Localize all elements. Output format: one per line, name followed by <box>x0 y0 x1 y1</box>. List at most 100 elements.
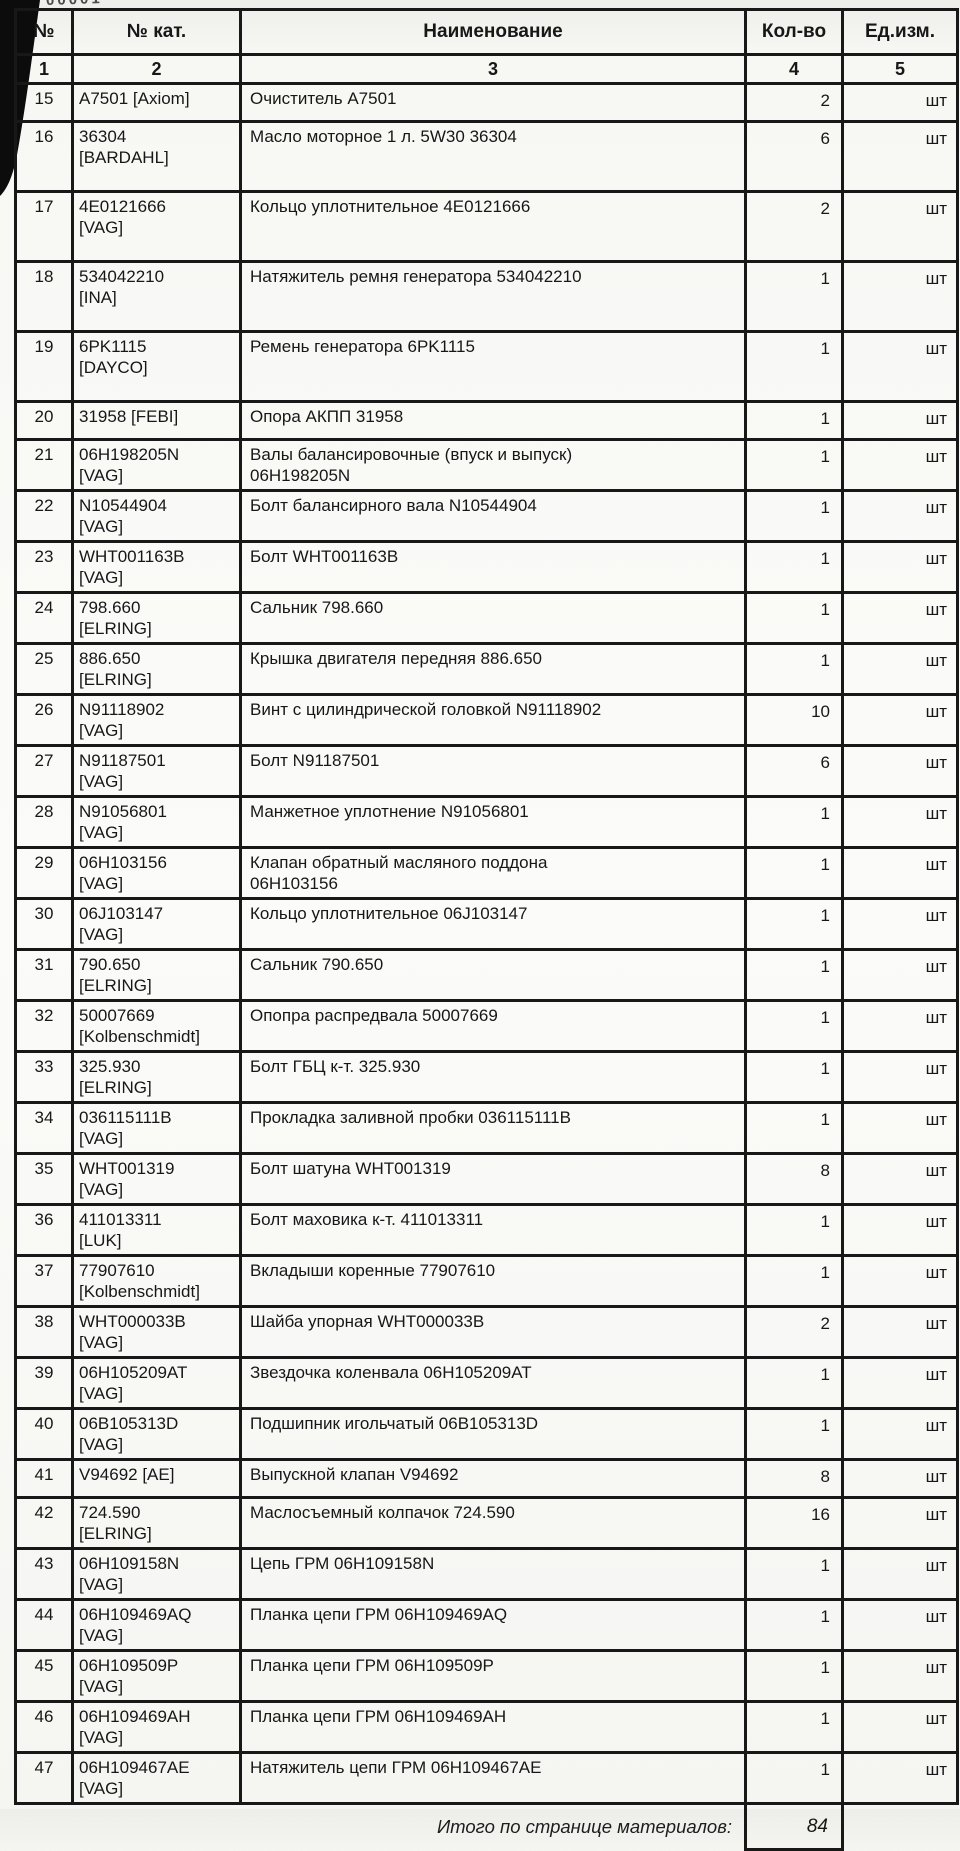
unit-cell: шт <box>841 1203 959 1257</box>
unit-cell: шт <box>841 1598 959 1652</box>
catalog-number-cell: 036115111B [VAG] <box>71 1101 242 1155</box>
row-number-cell: 44 <box>14 1598 74 1652</box>
part-name-cell: Винт с цилиндрической головкой N91118902 <box>239 693 747 747</box>
table-row: 35 WHT001319 [VAG] Болт шатуна WHT001319… <box>14 1152 959 1206</box>
catalog-number-cell: 06H109158N [VAG] <box>71 1547 242 1601</box>
table-row: 43 06H109158N [VAG] Цепь ГРМ 06H109158N … <box>14 1547 959 1601</box>
part-name-cell: Планка цепи ГРМ 06H109509P <box>239 1649 747 1703</box>
catalog-number-cell: 411013311 [LUK] <box>71 1203 242 1257</box>
row-number-cell: 34 <box>14 1101 74 1155</box>
part-name-cell: Шайба упорная WHT000033B <box>239 1305 747 1359</box>
quantity-cell: 6 <box>744 744 844 798</box>
row-number-cell: 16 <box>14 120 74 193</box>
row-number-cell: 28 <box>14 795 74 849</box>
part-name-cell: Болт балансирного вала N10544904 <box>239 489 747 543</box>
row-number-cell: 24 <box>14 591 74 645</box>
table-row: 31 790.650 [ELRING] Сальник 790.650 1 шт <box>14 948 959 1002</box>
unit-cell: шт <box>841 591 959 645</box>
quantity-cell: 1 <box>744 438 844 492</box>
unit-cell: шт <box>841 1356 959 1410</box>
table-row: 32 50007669 [Kolbenschmidt] Опопра распр… <box>14 999 959 1053</box>
table-row: 29 06H103156 [VAG] Клапан обратный масля… <box>14 846 959 900</box>
unit-cell: шт <box>841 1101 959 1155</box>
catalog-number-cell: 77907610 [Kolbenschmidt] <box>71 1254 242 1308</box>
unit-cell: шт <box>841 400 959 441</box>
part-name-cell: Сальник 790.650 <box>239 948 747 1002</box>
unit-cell: шт <box>841 693 959 747</box>
quantity-cell: 1 <box>744 999 844 1053</box>
col-index-3: 3 <box>239 53 747 85</box>
row-number-cell: 22 <box>14 489 74 543</box>
row-number-cell: 30 <box>14 897 74 951</box>
unit-cell: шт <box>841 1050 959 1104</box>
table-row: 40 06B105313D [VAG] Подшипник игольчатый… <box>14 1407 959 1461</box>
part-name-cell: Цепь ГРМ 06H109158N <box>239 1547 747 1601</box>
catalog-number-cell: 06H109469AH [VAG] <box>71 1700 242 1754</box>
row-number-cell: 46 <box>14 1700 74 1754</box>
row-number-cell: 17 <box>14 190 74 263</box>
quantity-cell: 8 <box>744 1152 844 1206</box>
part-name-cell: Клапан обратный масляного поддона 06H103… <box>239 846 747 900</box>
part-name-cell: Выпускной клапан V94692 <box>239 1458 747 1499</box>
catalog-number-cell: WHT001163B [VAG] <box>71 540 242 594</box>
quantity-cell: 1 <box>744 400 844 441</box>
row-number-cell: 37 <box>14 1254 74 1308</box>
part-name-cell: Болт шатуна WHT001319 <box>239 1152 747 1206</box>
part-name-cell: Манжетное уплотнение N91056801 <box>239 795 747 849</box>
part-name-cell: Крышка двигателя передняя 886.650 <box>239 642 747 696</box>
catalog-number-cell: 06H109467AE [VAG] <box>71 1751 242 1805</box>
quantity-cell: 1 <box>744 1101 844 1155</box>
table-row: 45 06H109509P [VAG] Планка цепи ГРМ 06H1… <box>14 1649 959 1703</box>
part-name-cell: Вкладыши коренные 77907610 <box>239 1254 747 1308</box>
catalog-number-cell: 31958 [FEBI] <box>71 400 242 441</box>
row-number-cell: 15 <box>14 82 74 123</box>
unit-cell: шт <box>841 1751 959 1805</box>
row-number-cell: 33 <box>14 1050 74 1104</box>
part-name-cell: Болт ГБЦ к-т. 325.930 <box>239 1050 747 1104</box>
total-quantity: 84 <box>744 1802 844 1851</box>
quantity-cell: 1 <box>744 1649 844 1703</box>
catalog-number-cell: 325.930 [ELRING] <box>71 1050 242 1104</box>
unit-cell: шт <box>841 438 959 492</box>
col-header-cat: № кат. <box>71 8 242 56</box>
table-row: 30 06J103147 [VAG] Кольцо уплотнительное… <box>14 897 959 951</box>
row-number-cell: 23 <box>14 540 74 594</box>
part-name-cell: Очиститель А7501 <box>239 82 747 123</box>
part-name-cell: Кольцо уплотнительное 06J103147 <box>239 897 747 951</box>
table-row: 16 36304 [BARDAHL] Масло моторное 1 л. 5… <box>14 120 959 193</box>
unit-cell: шт <box>841 1547 959 1601</box>
header-label-row: № № кат. Наименование Кол-во Ед.изм. <box>14 8 959 56</box>
catalog-number-cell: 886.650 [ELRING] <box>71 642 242 696</box>
catalog-number-cell: A7501 [Axiom] <box>71 82 242 123</box>
part-name-cell: Планка цепи ГРМ 06H109469AQ <box>239 1598 747 1652</box>
unit-cell: шт <box>841 1649 959 1703</box>
col-index-5: 5 <box>841 53 959 85</box>
row-number-cell: 39 <box>14 1356 74 1410</box>
unit-cell: шт <box>841 999 959 1053</box>
row-number-cell: 38 <box>14 1305 74 1359</box>
quantity-cell: 1 <box>744 795 844 849</box>
quantity-cell: 1 <box>744 1254 844 1308</box>
col-index-2: 2 <box>71 53 242 85</box>
table-row: 27 N91187501 [VAG] Болт N91187501 6 шт <box>14 744 959 798</box>
unit-cell: шт <box>841 795 959 849</box>
quantity-cell: 1 <box>744 948 844 1002</box>
col-index-4: 4 <box>744 53 844 85</box>
table-row: 22 N10544904 [VAG] Болт балансирного вал… <box>14 489 959 543</box>
table-row: 36 411013311 [LUK] Болт маховика к-т. 41… <box>14 1203 959 1257</box>
catalog-number-cell: N91187501 [VAG] <box>71 744 242 798</box>
row-number-cell: 31 <box>14 948 74 1002</box>
catalog-number-cell: WHT001319 [VAG] <box>71 1152 242 1206</box>
table-row: 46 06H109469AH [VAG] Планка цепи ГРМ 06H… <box>14 1700 959 1754</box>
part-name-cell: Масло моторное 1 л. 5W30 36304 <box>239 120 747 193</box>
part-name-cell: Кольцо уплотнительное 4E0121666 <box>239 190 747 263</box>
row-number-cell: 41 <box>14 1458 74 1499</box>
table-row: 41 V94692 [AE] Выпускной клапан V94692 8… <box>14 1458 959 1499</box>
unit-cell: шт <box>841 1496 959 1550</box>
row-number-cell: 21 <box>14 438 74 492</box>
quantity-cell: 1 <box>744 1356 844 1410</box>
catalog-number-cell: 06H103156 [VAG] <box>71 846 242 900</box>
header-number-row: 1 2 3 4 5 <box>14 53 959 85</box>
row-number-cell: 19 <box>14 330 74 403</box>
catalog-number-cell: 534042210 [INA] <box>71 260 242 333</box>
